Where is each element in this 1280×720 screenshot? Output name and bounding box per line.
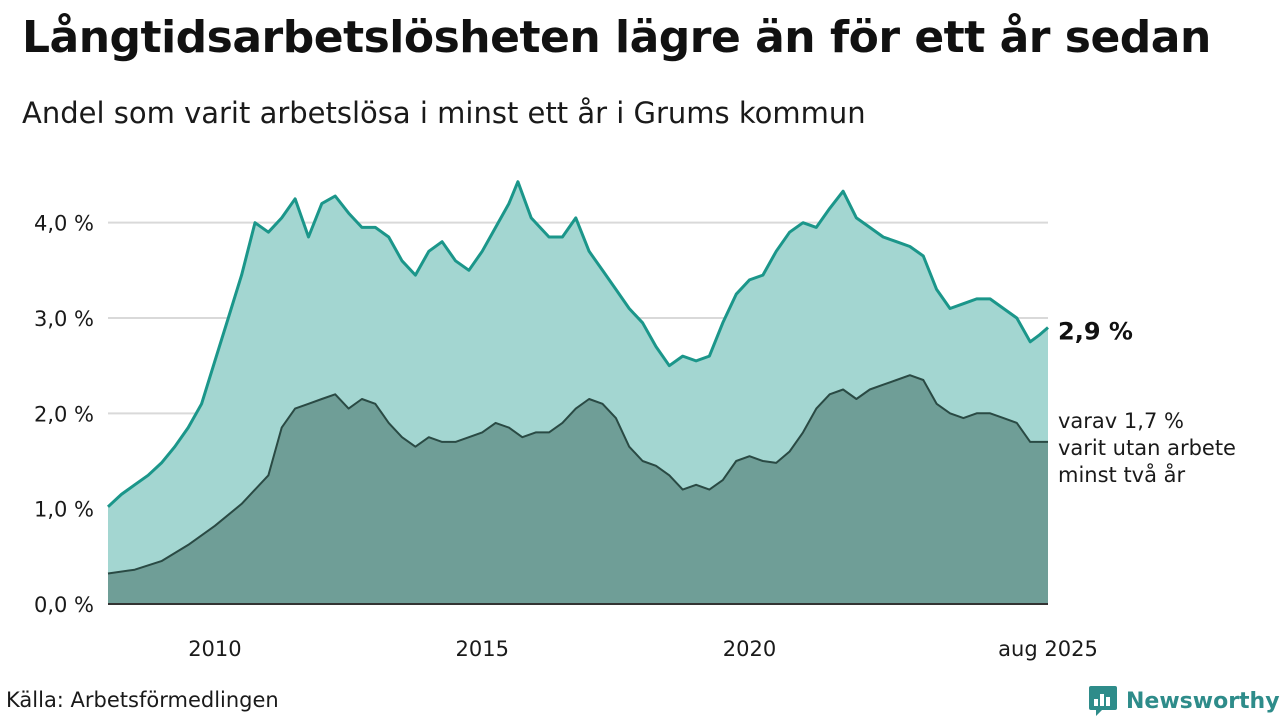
source-credit: Källa: Arbetsförmedlingen — [6, 688, 279, 712]
y-tick-label: 2,0 % — [34, 402, 94, 426]
x-tick-label: aug 2025 — [998, 637, 1098, 661]
y-tick-label: 0,0 % — [34, 593, 94, 617]
y-tick-label: 4,0 % — [34, 212, 94, 236]
x-tick-label: 2020 — [723, 637, 776, 661]
subset-annotation-line: varav 1,7 % — [1058, 409, 1184, 433]
y-tick-label: 1,0 % — [34, 498, 94, 522]
axes: 0,0 % 1,0 % 2,0 % 3,0 % 4,0 % 2010 2015 2020 aug… — [34, 212, 1098, 661]
x-tick-label: 2015 — [455, 637, 508, 661]
brand[interactable]: Newsworthy — [1088, 684, 1280, 718]
chart-subtitle: Andel som varit arbetslösa i minst ett å… — [22, 96, 866, 130]
x-tick-label: 2010 — [188, 637, 241, 661]
newsworthy-logo-icon — [1089, 686, 1117, 716]
series-area-2 — [108, 375, 1048, 604]
subset-annotation-line: varit utan arbete — [1058, 436, 1236, 460]
subset-annotation-line: minst två år — [1058, 462, 1186, 487]
latest-value-label: 2,9 % — [1058, 318, 1133, 346]
chart-title: Långtidsarbetslösheten lägre än för ett … — [22, 12, 1211, 63]
series-line-1 — [106, 180, 1049, 508]
brand-name: Newsworthy — [1126, 688, 1280, 714]
series-areas — [106, 180, 1049, 604]
series-line-2 — [107, 374, 1048, 575]
y-tick-label: 3,0 % — [34, 307, 94, 331]
